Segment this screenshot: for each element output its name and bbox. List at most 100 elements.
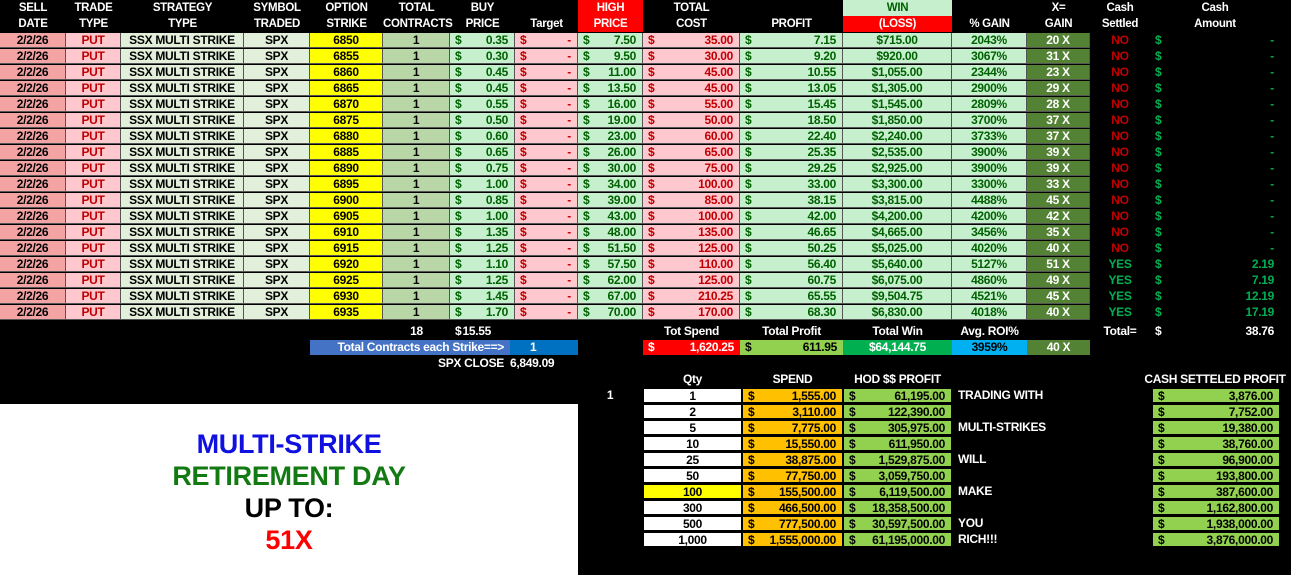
cell-win-loss-text: $1,305.00	[871, 81, 923, 95]
cell-total-contracts: 1	[383, 129, 450, 144]
hod-profit-cell: $61,195.00	[843, 388, 952, 403]
cell-target: $ -	[515, 273, 578, 288]
cell-profit: $60.75	[740, 273, 843, 288]
cell-trade-type: PUT	[66, 145, 121, 160]
cell-cash-amount-text: -	[1270, 209, 1274, 223]
qty-header-1-text: SPEND	[772, 372, 813, 386]
cell-high-price-text: 57.50	[607, 257, 636, 271]
cell-trade-type-text: PUT	[81, 49, 105, 63]
cell-strategy-type-text: SSX MULTI STRIKE	[129, 193, 235, 207]
dollar-sign: $	[648, 129, 655, 143]
dollar-sign: $	[745, 161, 752, 175]
dollar-sign: $	[745, 49, 752, 63]
cell-win-loss-text: $9,504.75	[871, 289, 923, 303]
cell-cash-amount-text: -	[1270, 241, 1274, 255]
cell-strategy-type: SSX MULTI STRIKE	[121, 129, 244, 144]
dollar-sign: $	[1155, 209, 1162, 223]
header-symbol-traded-top: SYMBOL	[244, 0, 310, 16]
spx-close-label-text: SPX CLOSE	[438, 356, 504, 370]
cell-strategy-type-text: SSX MULTI STRIKE	[129, 209, 235, 223]
cell-sell-date-text: 2/2/26	[16, 113, 49, 127]
cell-strategy-type-text: SSX MULTI STRIKE	[129, 33, 235, 47]
qty-cell-text: 10	[686, 437, 699, 451]
contracts-each-input[interactable]: 1	[510, 340, 578, 355]
cell-win-loss-text: $5,025.00	[871, 241, 923, 255]
cell-percent-gain: 3900%	[952, 145, 1027, 160]
cell-trade-type: PUT	[66, 33, 121, 48]
dollar-sign: $	[1158, 485, 1165, 499]
header-sell-date-top-text: SELL	[18, 2, 48, 14]
spx-close-text: 6,849.09	[510, 356, 555, 370]
cell-cash-amount-text: 2.19	[1251, 257, 1274, 271]
header-sell-date-top: SELL	[0, 0, 66, 16]
cell-target-text: -	[567, 305, 571, 319]
cell-win-loss: $4,200.00	[843, 209, 952, 224]
dollar-sign: $	[455, 129, 462, 143]
dollar-sign: $	[1155, 113, 1162, 127]
cell-high-price-text: 62.00	[607, 273, 636, 287]
cell-win-loss-text: $3,815.00	[871, 193, 923, 207]
cell-win-loss: $3,300.00	[843, 177, 952, 192]
dollar-sign: $	[745, 273, 752, 287]
cash-settled-profit-cell-text: 193,800.00	[1215, 469, 1273, 483]
cell-strategy-type-text: SSX MULTI STRIKE	[129, 49, 235, 63]
cell-trade-type: PUT	[66, 305, 121, 320]
cell-win-loss-text: $2,925.00	[871, 161, 923, 175]
cell-percent-gain: 4018%	[952, 305, 1027, 320]
total-profit-label: Total Profit	[740, 324, 843, 339]
contracts-each-label: Total Contracts each Strike==>	[310, 340, 510, 355]
cell-cash-settled: NO	[1090, 65, 1150, 80]
cell-win-loss: $1,055.00	[843, 65, 952, 80]
header-percent-gain-bottom-text: % GAIN	[969, 18, 1010, 30]
cell-buy-price: $0.65	[450, 145, 515, 160]
cell-trade-type: PUT	[66, 209, 121, 224]
cell-sell-date-text: 2/2/26	[16, 289, 49, 303]
cell-strategy-type-text: SSX MULTI STRIKE	[129, 65, 235, 79]
cell-symbol-traded: SPX	[244, 49, 310, 64]
hod-profit-cell: $6,119,500.00	[843, 484, 952, 499]
cell-percent-gain: 3900%	[952, 161, 1027, 176]
cell-profit-text: 10.55	[807, 65, 836, 79]
cell-x-gain-text: 37 X	[1046, 113, 1070, 127]
header-option-strike-bottom: STRIKE	[310, 16, 383, 32]
dollar-sign: $	[748, 501, 755, 515]
dollar-sign: $	[583, 273, 590, 287]
cell-high-price-text: 26.00	[607, 145, 636, 159]
dollar-sign: $	[583, 209, 590, 223]
dollar-sign: $	[1155, 225, 1162, 239]
cell-percent-gain: 3733%	[952, 129, 1027, 144]
total-profit: $611.95	[740, 340, 843, 355]
cell-total-contracts: 1	[383, 145, 450, 160]
cell-sell-date-text: 2/2/26	[16, 209, 49, 223]
cell-profit: $56.40	[740, 257, 843, 272]
dollar-sign: $	[648, 161, 655, 175]
cell-cash-amount-text: 17.19	[1245, 305, 1274, 319]
qty-cell: 10	[643, 436, 742, 451]
cell-x-gain-text: 39 X	[1046, 161, 1070, 175]
cell-profit: $38.15	[740, 193, 843, 208]
cell-target-text: -	[567, 289, 571, 303]
cell-profit-text: 65.55	[807, 289, 836, 303]
total-label: Total=	[1090, 324, 1150, 339]
cell-symbol-traded: SPX	[244, 289, 310, 304]
cell-win-loss: $715.00	[843, 33, 952, 48]
dollar-sign: $	[455, 33, 462, 47]
hod-profit-cell-text: 3,059,750.00	[878, 469, 946, 483]
cell-cash-settled: NO	[1090, 33, 1150, 48]
cell-cash-amount: $ -	[1150, 97, 1280, 112]
cell-total-cost: $50.00	[643, 113, 740, 128]
cell-profit: $29.25	[740, 161, 843, 176]
header-percent-gain-top	[952, 0, 1027, 16]
total-buy-text: 15.55	[462, 324, 491, 338]
dollar-sign: $	[455, 273, 462, 287]
cell-option-strike-text: 6925	[333, 273, 359, 287]
cell-target: $ -	[515, 113, 578, 128]
cell-strategy-type-text: SSX MULTI STRIKE	[129, 305, 235, 319]
cell-trade-type: PUT	[66, 129, 121, 144]
cell-trade-type-text: PUT	[81, 81, 105, 95]
cell-sell-date: 2/2/26	[0, 81, 66, 96]
spx-close-label: SPX CLOSE	[383, 356, 510, 371]
dollar-sign: $	[748, 389, 755, 403]
dollar-sign: $	[748, 517, 755, 531]
cell-strategy-type-text: SSX MULTI STRIKE	[129, 81, 235, 95]
